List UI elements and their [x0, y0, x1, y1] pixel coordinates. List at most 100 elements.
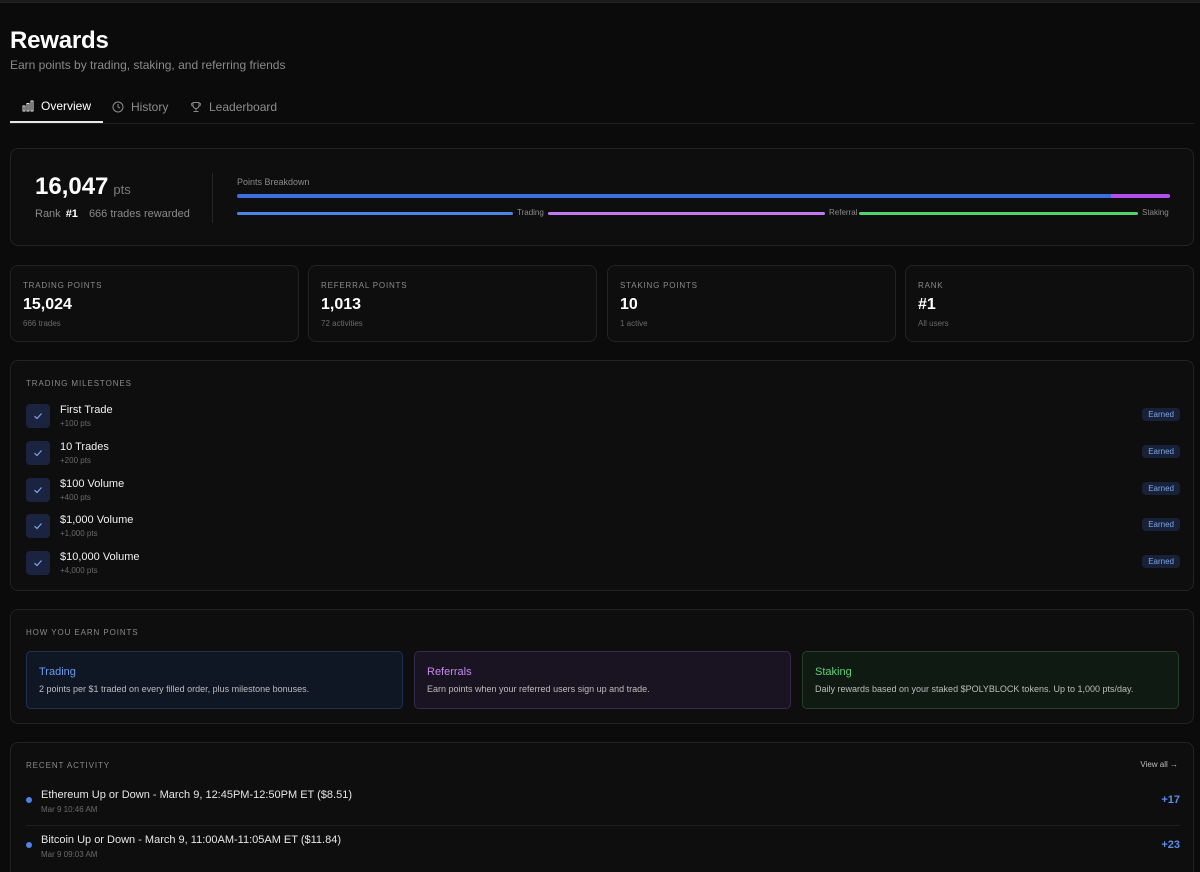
activity-row[interactable]: Bitcoin Up or Down - March 9, 11:00AM-11… [26, 827, 1180, 871]
earned-badge: Earned [1142, 518, 1180, 531]
rank-value: #1 [65, 208, 78, 220]
page-title: Rewards [10, 27, 109, 54]
stat-value: 1,013 [321, 296, 362, 313]
rank-label: Rank [35, 208, 61, 220]
stat-value: #1 [918, 296, 936, 313]
earned-badge: Earned [1142, 482, 1180, 495]
milestone-points: +200 pts [60, 456, 91, 465]
earn-box-text: Daily rewards based on your staked $POLY… [815, 684, 1134, 694]
milestone-name: $1,000 Volume [60, 514, 134, 526]
activity-points: +23 [1161, 839, 1180, 851]
legend-label-referral: Referral [829, 208, 858, 217]
earn-box-title: Trading [39, 666, 76, 678]
milestone-row: First Trade +100 pts Earned [26, 402, 1180, 434]
stat-sub: 1 active [620, 319, 648, 328]
milestone-points: +1,000 pts [60, 529, 98, 538]
stat-card-rank: Rank #1 All users [905, 265, 1194, 342]
check-icon [26, 404, 50, 428]
milestone-row: 10 Trades +200 pts Earned [26, 439, 1180, 471]
legend-line-referral [548, 212, 825, 215]
trading-milestones-card: Trading Milestones First Trade +100 pts … [10, 360, 1194, 591]
total-points: 16,047 pts [35, 173, 131, 201]
total-points-value: 16,047 [35, 173, 109, 200]
total-points-unit: pts [113, 182, 131, 197]
bar-chart-icon [22, 100, 34, 111]
check-icon [26, 478, 50, 502]
summary-divider [212, 173, 213, 223]
stat-label: Staking Points [620, 281, 698, 290]
stat-label: Trading Points [23, 281, 103, 290]
points-breakdown-bar [237, 194, 1170, 198]
page-subtitle: Earn points by trading, staking, and ref… [10, 58, 286, 72]
tab-overview[interactable]: Overview [10, 90, 104, 123]
tab-overview-label: Overview [41, 98, 92, 113]
milestone-name: $100 Volume [60, 478, 125, 490]
breakdown-segment-referral [1110, 194, 1170, 198]
activity-time: Mar 9 09:03 AM [41, 850, 98, 859]
milestone-name: 10 Trades [60, 441, 109, 453]
earned-badge: Earned [1142, 555, 1180, 568]
tab-bar: Overview History Leaderboard [10, 90, 1194, 124]
legend-line-trading [237, 212, 513, 215]
tab-leaderboard[interactable]: Leaderboard [190, 90, 277, 123]
view-all-link[interactable]: View all → [1140, 760, 1178, 769]
earn-box-text: 2 points per $1 traded on every filled o… [39, 684, 310, 694]
legend-label-trading: Trading [517, 208, 544, 217]
trades-rewarded: 666 trades rewarded [88, 208, 190, 220]
stat-sub: All users [918, 319, 949, 328]
milestone-points: +4,000 pts [60, 566, 98, 575]
earn-staking-box: Staking Daily rewards based on your stak… [802, 651, 1179, 709]
milestone-points: +400 pts [60, 493, 91, 502]
earned-badge: Earned [1142, 445, 1180, 458]
check-icon [26, 551, 50, 575]
stat-card-referral: Referral Points 1,013 72 activities [308, 265, 597, 342]
activity-heading: Recent Activity [26, 761, 111, 770]
milestone-name: First Trade [60, 404, 113, 416]
points-breakdown-label: Points Breakdown [237, 177, 310, 187]
milestone-row: $100 Volume +400 pts Earned [26, 476, 1180, 508]
activity-title: Ethereum Up or Down - March 9, 12:45PM-1… [41, 789, 352, 801]
stat-sub: 72 activities [321, 319, 363, 328]
milestone-row: $1,000 Volume +1,000 pts Earned [26, 512, 1180, 544]
check-icon [26, 514, 50, 538]
earn-referrals-box: Referrals Earn points when your referred… [414, 651, 791, 709]
earn-box-title: Referrals [427, 666, 472, 678]
milestone-points: +100 pts [60, 419, 91, 428]
tab-history-label: History [131, 99, 169, 114]
stat-value: 15,024 [23, 296, 72, 313]
legend-line-staking [859, 212, 1138, 215]
activity-points: +17 [1161, 794, 1180, 806]
stat-card-staking: Staking Points 10 1 active [607, 265, 896, 342]
stat-sub: 666 trades [23, 319, 61, 328]
stat-value: 10 [620, 296, 638, 313]
tab-leaderboard-label: Leaderboard [209, 99, 278, 114]
earn-trading-box: Trading 2 points per $1 traded on every … [26, 651, 403, 709]
milestone-name: $10,000 Volume [60, 551, 140, 563]
points-breakdown-legend: Trading Referral Staking [237, 208, 1170, 220]
breakdown-segment-staking [1169, 194, 1170, 198]
earn-box-text: Earn points when your referred users sig… [427, 684, 650, 694]
milestone-row: $10,000 Volume +4,000 pts Earned [26, 549, 1180, 581]
activity-dot-icon [26, 842, 32, 848]
how-you-earn-card: How You Earn Points Trading 2 points per… [10, 609, 1194, 724]
milestones-heading: Trading Milestones [26, 379, 132, 388]
earn-box-title: Staking [815, 666, 852, 678]
clock-icon [112, 101, 124, 112]
rank-line: Rank #1 666 trades rewarded [35, 208, 190, 220]
stat-card-trading: Trading Points 15,024 666 trades [10, 265, 299, 342]
legend-label-staking: Staking [1142, 208, 1169, 217]
activity-time: Mar 9 10:46 AM [41, 805, 98, 814]
earn-heading: How You Earn Points [26, 628, 139, 637]
breakdown-segment-trading [237, 194, 1111, 198]
tab-history[interactable]: History [112, 90, 168, 123]
activity-row[interactable]: Ethereum Up or Down - March 9, 12:45PM-1… [26, 782, 1180, 826]
stat-label: Rank [918, 281, 944, 290]
points-summary-card: 16,047 pts Rank #1 666 trades rewarded P… [10, 148, 1194, 246]
earned-badge: Earned [1142, 408, 1180, 421]
trophy-icon [191, 101, 201, 112]
check-icon [26, 441, 50, 465]
recent-activity-card: Recent Activity View all → Ethereum Up o… [10, 742, 1194, 872]
activity-title: Bitcoin Up or Down - March 9, 11:00AM-11… [41, 834, 341, 846]
activity-dot-icon [26, 797, 32, 803]
top-border [0, 0, 1200, 3]
